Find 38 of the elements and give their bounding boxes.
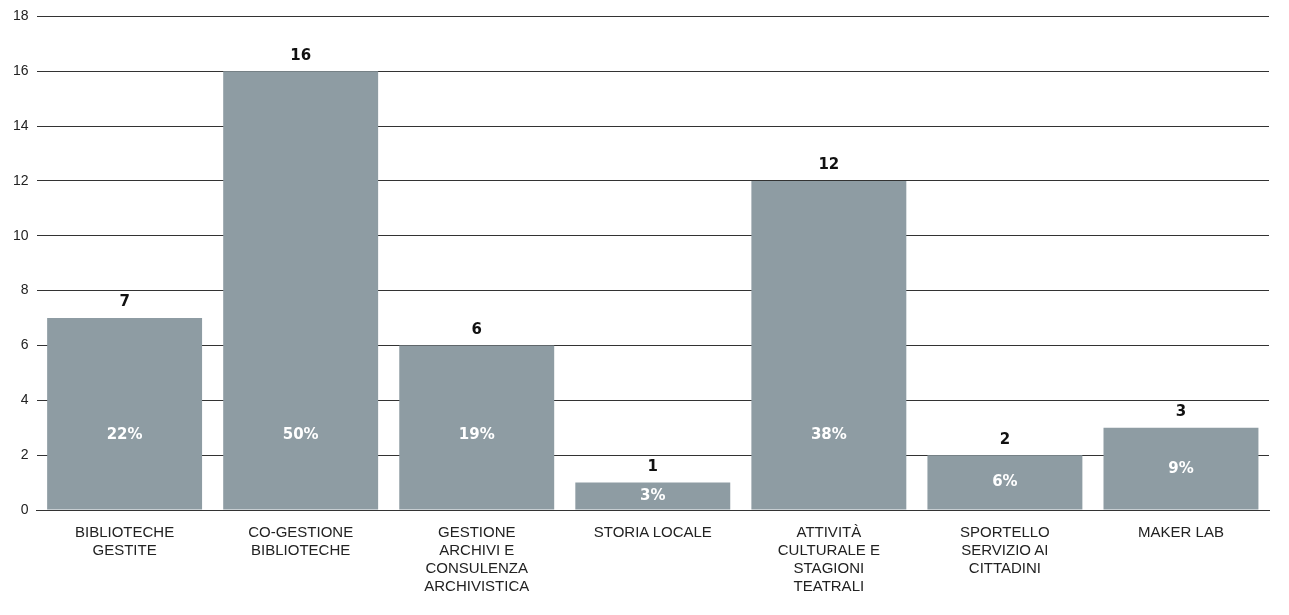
bar bbox=[751, 180, 907, 510]
bar bbox=[399, 345, 555, 510]
bar bbox=[1103, 427, 1259, 510]
data-label: 12 bbox=[818, 155, 840, 174]
x-tick-label: STORIA LOCALE bbox=[593, 523, 712, 541]
y-tick-label: 16 bbox=[12, 62, 29, 79]
bar bbox=[575, 482, 731, 510]
y-tick-label: 4 bbox=[20, 391, 29, 408]
bar bbox=[223, 71, 379, 510]
data-label: 1 bbox=[647, 456, 658, 475]
y-tick-label: 0 bbox=[20, 500, 29, 517]
annotation: 19% bbox=[458, 424, 495, 443]
x-tick-label: GESTIONE ARCHIVI E CONSULENZA ARCHIVISTICA bbox=[424, 523, 530, 595]
annotation: 6% bbox=[992, 472, 1018, 491]
data-label: 2 bbox=[999, 429, 1011, 448]
annotation: 9% bbox=[1168, 458, 1194, 477]
x-tick-label: CO-GESTIONE BIBLIOTECHE bbox=[248, 523, 354, 559]
y-tick-label: 18 bbox=[12, 7, 29, 24]
x-tick-label: BIBLIOTECHE GESTITE bbox=[75, 523, 175, 559]
y-tick-label: 8 bbox=[20, 281, 29, 298]
data-label: 7 bbox=[119, 292, 130, 311]
x-tick-label: SPORTELLO SERVIZIO AI CITTADINI bbox=[960, 523, 1050, 577]
annotation: 22% bbox=[106, 424, 143, 443]
x-tick-label: ATTIVITÀ CULTURALE E STAGIONI TEATRALI bbox=[777, 523, 880, 595]
y-tick-label: 12 bbox=[12, 171, 29, 188]
annotation: 3% bbox=[640, 486, 666, 505]
bar bbox=[47, 318, 203, 510]
annotation: 38% bbox=[810, 424, 847, 443]
y-tick-label: 6 bbox=[20, 336, 29, 353]
y-tick-label: 14 bbox=[12, 116, 29, 133]
y-tick-label: 2 bbox=[20, 446, 29, 463]
y-tick-label: 10 bbox=[12, 226, 29, 243]
annotation: 50% bbox=[282, 424, 319, 443]
bar bbox=[927, 455, 1083, 510]
data-label: 6 bbox=[471, 319, 482, 338]
data-label: 16 bbox=[290, 45, 312, 64]
data-label: 3 bbox=[1175, 402, 1187, 421]
x-tick-label: MAKER LAB bbox=[1138, 523, 1224, 541]
